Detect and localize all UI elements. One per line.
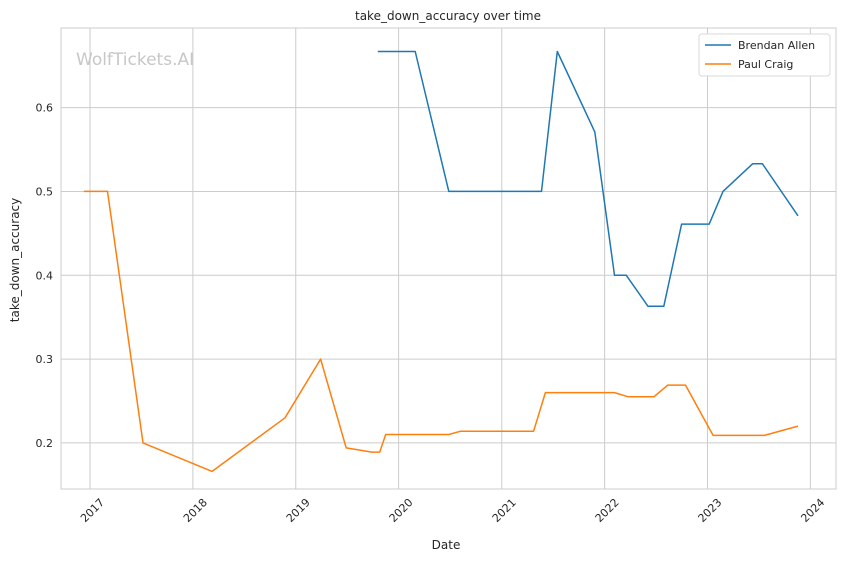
watermark: WolfTickets.AI bbox=[76, 50, 194, 70]
y-axis-title: take_down_accuracy bbox=[8, 198, 22, 322]
y-axis: 0.2 0.3 0.4 0.5 0.6 bbox=[36, 102, 54, 450]
legend-label-paul-craig: Paul Craig bbox=[738, 58, 793, 71]
legend-box bbox=[698, 33, 831, 77]
x-tick-label: 2021 bbox=[490, 496, 519, 525]
y-tick-label: 0.2 bbox=[36, 437, 54, 450]
y-tick-label: 0.5 bbox=[36, 185, 54, 198]
x-axis-title: Date bbox=[432, 538, 461, 552]
series-line-paul-craig bbox=[83, 190, 799, 473]
y-tick-label: 0.6 bbox=[36, 102, 54, 115]
series-line-brendan-allen bbox=[377, 50, 799, 308]
x-tick-label: 2022 bbox=[593, 496, 622, 525]
legend-label-brendan-allen: Brendan Allen bbox=[738, 39, 815, 52]
x-tick-label: 2024 bbox=[798, 496, 827, 525]
plot-area bbox=[60, 27, 837, 490]
legend: Brendan Allen Paul Craig bbox=[698, 33, 831, 77]
x-tick-label: 2020 bbox=[387, 496, 416, 525]
chart-title: take_down_accuracy over time bbox=[355, 9, 541, 23]
grid bbox=[61, 28, 836, 489]
y-tick-label: 0.3 bbox=[36, 353, 54, 366]
x-tick-label: 2019 bbox=[284, 496, 313, 525]
x-tick-label: 2023 bbox=[696, 496, 725, 525]
x-tick-label: 2018 bbox=[181, 496, 210, 525]
y-tick-label: 0.4 bbox=[36, 269, 54, 282]
series-lines bbox=[83, 50, 799, 473]
x-axis: 2017 2018 2019 2020 2021 2022 2023 2024 bbox=[78, 496, 827, 525]
x-tick-label: 2017 bbox=[78, 496, 107, 525]
